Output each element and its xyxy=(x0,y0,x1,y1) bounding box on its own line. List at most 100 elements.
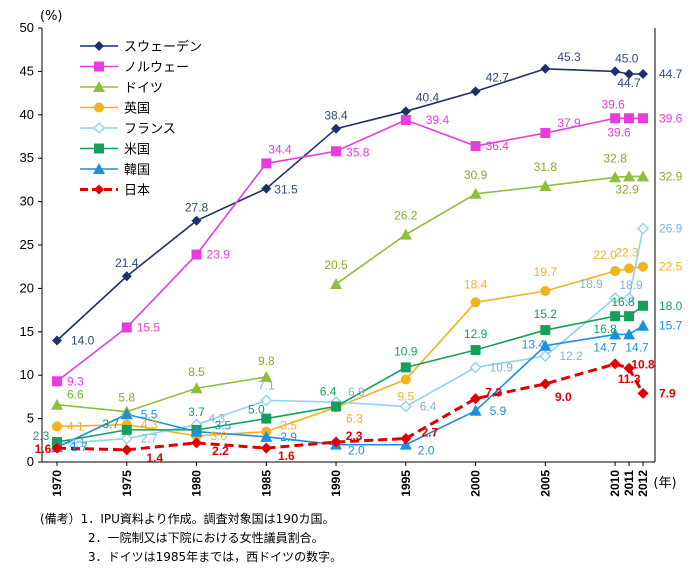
data-point xyxy=(399,400,412,413)
data-point xyxy=(400,106,411,117)
data-label: 9.5 xyxy=(397,390,414,404)
data-label: 42.7 xyxy=(486,70,510,84)
data-label: 6.4 xyxy=(320,384,337,398)
data-label: 34.4 xyxy=(268,142,292,156)
data-label: 5.8 xyxy=(118,391,135,405)
legend-marker xyxy=(94,61,104,72)
data-labels: 14.0 21.4 27.8 31.5 38.4 40.4 42.7 45.3 45.0 44.7… xyxy=(33,50,683,465)
data-label: 14.7 xyxy=(593,340,617,354)
data-point xyxy=(399,438,412,450)
data-point xyxy=(261,183,272,194)
x-tick-label: 1990 xyxy=(329,470,343,497)
data-point xyxy=(540,325,551,336)
data-label: 15.5 xyxy=(137,320,161,334)
data-point xyxy=(610,311,621,322)
legend-label: スウェーデン xyxy=(124,39,202,55)
data-label: 16.8 xyxy=(611,295,635,309)
series-line xyxy=(56,362,645,452)
data-point xyxy=(609,328,622,340)
data-point xyxy=(400,115,411,126)
data-point xyxy=(470,393,482,405)
data-label: 2.7 xyxy=(141,432,158,446)
legend-label: ノルウェー xyxy=(124,61,189,76)
data-point xyxy=(623,362,635,374)
legend-marker xyxy=(93,163,105,174)
data-label: 39.6 xyxy=(601,97,625,111)
data-label: 7.3 xyxy=(485,386,502,400)
data-label: 16.8 xyxy=(593,322,617,336)
data-label: 31.5 xyxy=(274,183,298,197)
y-tick-label: 15 xyxy=(20,324,34,339)
data-label: 3.7 xyxy=(102,417,119,431)
data-label: 44.7 xyxy=(617,76,641,90)
legend-label: 英国 xyxy=(124,102,150,117)
data-label: 36.4 xyxy=(486,139,510,153)
data-label: 22.5 xyxy=(659,260,683,274)
legend-marker xyxy=(94,41,104,51)
data-point xyxy=(623,170,636,182)
data-label: 35.8 xyxy=(346,145,370,159)
series-markers xyxy=(51,63,649,456)
data-label: 6.4 xyxy=(420,399,437,413)
x-tick-label: 1985 xyxy=(259,470,273,497)
data-point xyxy=(624,69,635,80)
data-point xyxy=(331,401,342,412)
data-point xyxy=(331,146,342,157)
data-point xyxy=(399,228,412,240)
data-point xyxy=(470,86,481,97)
legend-label: フランス xyxy=(124,122,176,137)
data-point xyxy=(638,69,648,80)
data-point xyxy=(637,387,649,399)
data-point xyxy=(539,350,552,363)
data-label: 2.7 xyxy=(421,426,438,440)
data-label: 45.3 xyxy=(557,50,581,64)
data-label: 4.3 xyxy=(209,412,226,426)
data-point xyxy=(623,328,636,340)
data-point xyxy=(624,311,635,322)
data-label: 37.9 xyxy=(557,116,581,130)
data-point xyxy=(637,170,649,182)
legend-marker xyxy=(94,102,104,113)
data-label: 18.9 xyxy=(579,277,603,291)
data-point xyxy=(52,335,62,346)
data-point xyxy=(624,263,635,274)
x-tick-label: 2012 xyxy=(636,470,650,497)
y-tick-label: 0 xyxy=(27,454,34,469)
data-point xyxy=(609,171,622,183)
data-label: 3.5 xyxy=(280,419,297,433)
data-point xyxy=(638,300,648,311)
note-line: (備考）1．IPU資料より作成。調査対象国は190カ国。 xyxy=(40,512,335,526)
data-label: 2.3 xyxy=(346,429,363,443)
x-tick-label: 1995 xyxy=(399,470,413,497)
data-label: 32.9 xyxy=(615,182,639,196)
data-label: 1.6 xyxy=(35,442,52,456)
data-point xyxy=(191,215,202,226)
data-point xyxy=(261,413,272,424)
data-point xyxy=(260,370,273,382)
data-point xyxy=(52,376,62,387)
data-point xyxy=(191,437,203,449)
legend-label: 日本 xyxy=(124,184,150,199)
legend-marker xyxy=(93,122,105,134)
data-label: 18.4 xyxy=(464,277,488,291)
data-point xyxy=(469,404,482,416)
data-point xyxy=(260,430,273,442)
data-label: 2.1 xyxy=(69,436,86,450)
legend-label: 韓国 xyxy=(124,163,150,178)
data-label: 12.9 xyxy=(464,327,488,341)
data-label: 18.0 xyxy=(659,299,683,313)
series-line xyxy=(56,376,267,413)
data-point xyxy=(260,442,272,454)
data-point xyxy=(470,141,481,152)
data-point xyxy=(400,433,412,445)
data-label: 4.3 xyxy=(141,418,158,432)
data-label: 9.3 xyxy=(67,374,84,388)
data-point xyxy=(400,362,411,373)
data-label: 31.8 xyxy=(534,160,558,174)
data-point xyxy=(190,382,203,394)
data-label: 10.9 xyxy=(490,360,514,374)
data-point xyxy=(638,113,648,124)
y-tick-label: 30 xyxy=(20,194,34,209)
data-label: 45.0 xyxy=(615,51,639,65)
x-tick-label: 2000 xyxy=(469,470,483,497)
